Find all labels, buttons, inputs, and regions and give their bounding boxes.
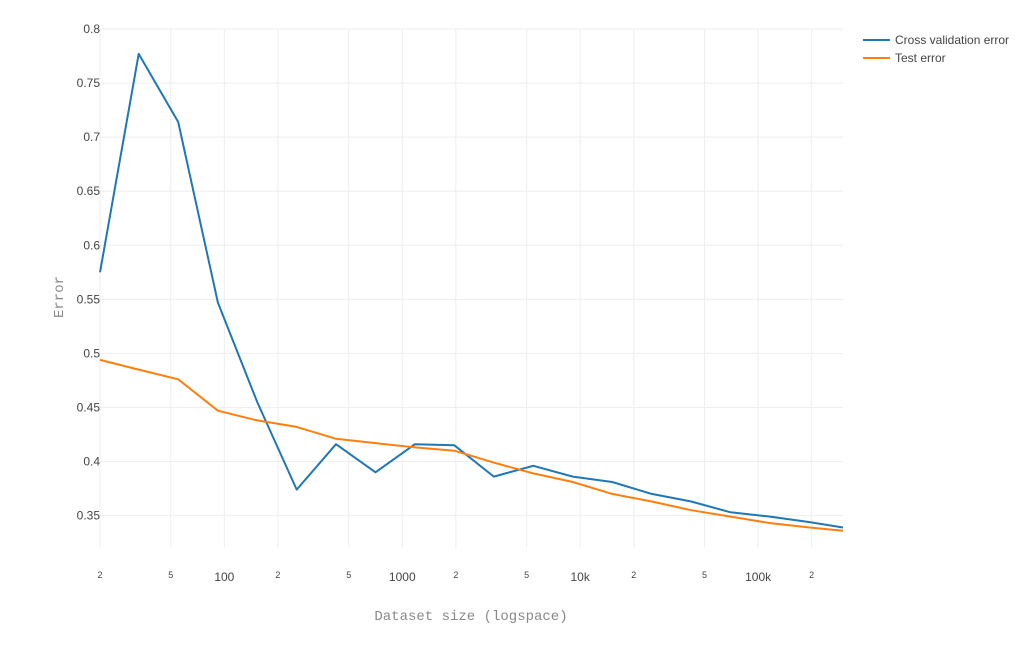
grid [99, 28, 843, 548]
y-tick-label: 0.6 [83, 238, 100, 252]
x-tick-label: 2 [809, 570, 814, 580]
y-tick-label: 0.7 [83, 130, 100, 144]
y-tick-label: 0.55 [77, 292, 101, 306]
y-tick-label: 0.65 [77, 184, 101, 198]
x-tick-label: 100k [745, 570, 772, 584]
legend-label-cross-validation: Cross validation error [895, 33, 1009, 47]
x-tick-label: 5 [524, 570, 529, 580]
y-tick-label: 0.4 [83, 455, 100, 469]
series-line-cross-validation [99, 52, 844, 529]
x-tick-label: 5 [346, 570, 351, 580]
x-tick-label: 2 [453, 570, 458, 580]
legend-label-test-error: Test error [895, 51, 946, 65]
x-tick-label: 2 [97, 570, 102, 580]
y-axis-title: Error [52, 276, 68, 318]
y-tick-label: 0.5 [83, 346, 100, 360]
x-tick-label: 2 [275, 570, 280, 580]
x-tick-label: 2 [631, 570, 636, 580]
x-axis-title: Dataset size (logspace) [374, 609, 567, 625]
x-tick-label: 5 [168, 570, 173, 580]
y-tick-label: 0.8 [83, 22, 100, 36]
x-tick-label: 100 [214, 570, 234, 584]
series-lines [99, 52, 844, 532]
y-axis-ticks: 0.35 0.4 0.45 0.5 0.55 0.6 0.65 0.7 0.75 0.8 [77, 22, 101, 523]
x-axis-ticks: 2 5 100 2 5 1000 2 5 10k 2 5 100k 2 [97, 570, 814, 584]
y-tick-label: 0.75 [77, 76, 101, 90]
x-tick-label: 5 [702, 570, 707, 580]
y-tick-label: 0.45 [77, 400, 101, 414]
x-tick-label: 10k [571, 570, 591, 584]
y-tick-label: 0.35 [77, 509, 101, 523]
legend: Cross validation error Test error [863, 33, 1009, 65]
legend-item-test-error[interactable]: Test error [863, 51, 946, 65]
x-tick-label: 1000 [389, 570, 416, 584]
legend-item-cross-validation[interactable]: Cross validation error [863, 33, 1009, 47]
series-line-test-error [99, 358, 844, 532]
